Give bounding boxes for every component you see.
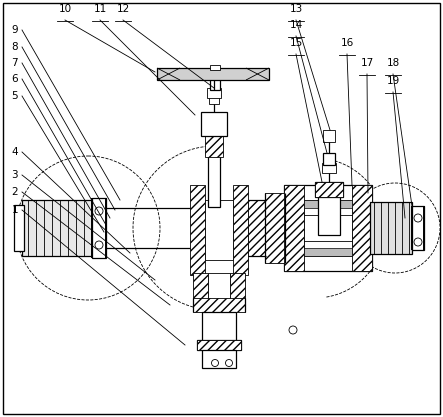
Bar [233,185,248,275]
Bar [304,200,352,208]
Bar [323,130,335,142]
Bar [208,155,220,207]
Circle shape [289,326,297,334]
Bar [201,112,227,136]
Bar [22,200,94,256]
Bar [209,96,219,104]
Bar [202,350,236,368]
Bar [370,202,412,254]
Text: 14: 14 [289,20,303,30]
Bar [202,312,236,342]
Bar [14,205,24,251]
Text: 7: 7 [12,58,18,68]
Text: 18: 18 [386,58,400,68]
Bar [318,195,340,235]
Circle shape [211,359,218,367]
Circle shape [16,156,160,300]
Text: 2: 2 [12,187,18,197]
Text: 12: 12 [117,4,130,14]
Text: 9: 9 [12,25,18,35]
Bar [304,200,352,256]
Bar [190,185,205,275]
Bar [193,273,208,301]
Text: 19: 19 [386,76,400,86]
Bar [205,200,233,260]
Bar [304,248,352,256]
Text: 15: 15 [289,38,303,48]
Bar [248,200,266,256]
Text: 5: 5 [12,91,18,101]
Bar [92,198,106,258]
Text: 3: 3 [12,170,18,180]
Circle shape [414,238,422,246]
Bar [315,182,343,197]
Bar [157,68,269,80]
Bar [284,185,372,271]
Text: 13: 13 [289,4,303,14]
Text: 6: 6 [12,74,18,84]
Bar [322,163,336,173]
Bar [197,340,241,350]
Bar [412,206,424,250]
Circle shape [414,214,422,222]
Bar [193,298,245,312]
Bar [210,65,220,70]
Text: 10: 10 [58,4,72,14]
Text: 17: 17 [360,58,373,68]
Circle shape [95,207,103,215]
Text: 16: 16 [340,38,354,48]
Bar [205,135,223,157]
Bar [197,340,241,350]
Bar [207,88,221,98]
Bar [230,273,245,301]
Text: 4: 4 [12,147,18,157]
Text: 8: 8 [12,42,18,52]
Text: 11: 11 [93,4,107,14]
Circle shape [95,241,103,249]
Bar [323,153,335,165]
Text: 1: 1 [12,205,18,215]
Bar [210,76,220,90]
Circle shape [350,183,440,273]
Bar [315,182,343,197]
Bar [208,273,230,301]
Circle shape [225,359,233,367]
Bar [284,185,304,271]
Bar [265,193,285,263]
Bar [352,185,372,271]
